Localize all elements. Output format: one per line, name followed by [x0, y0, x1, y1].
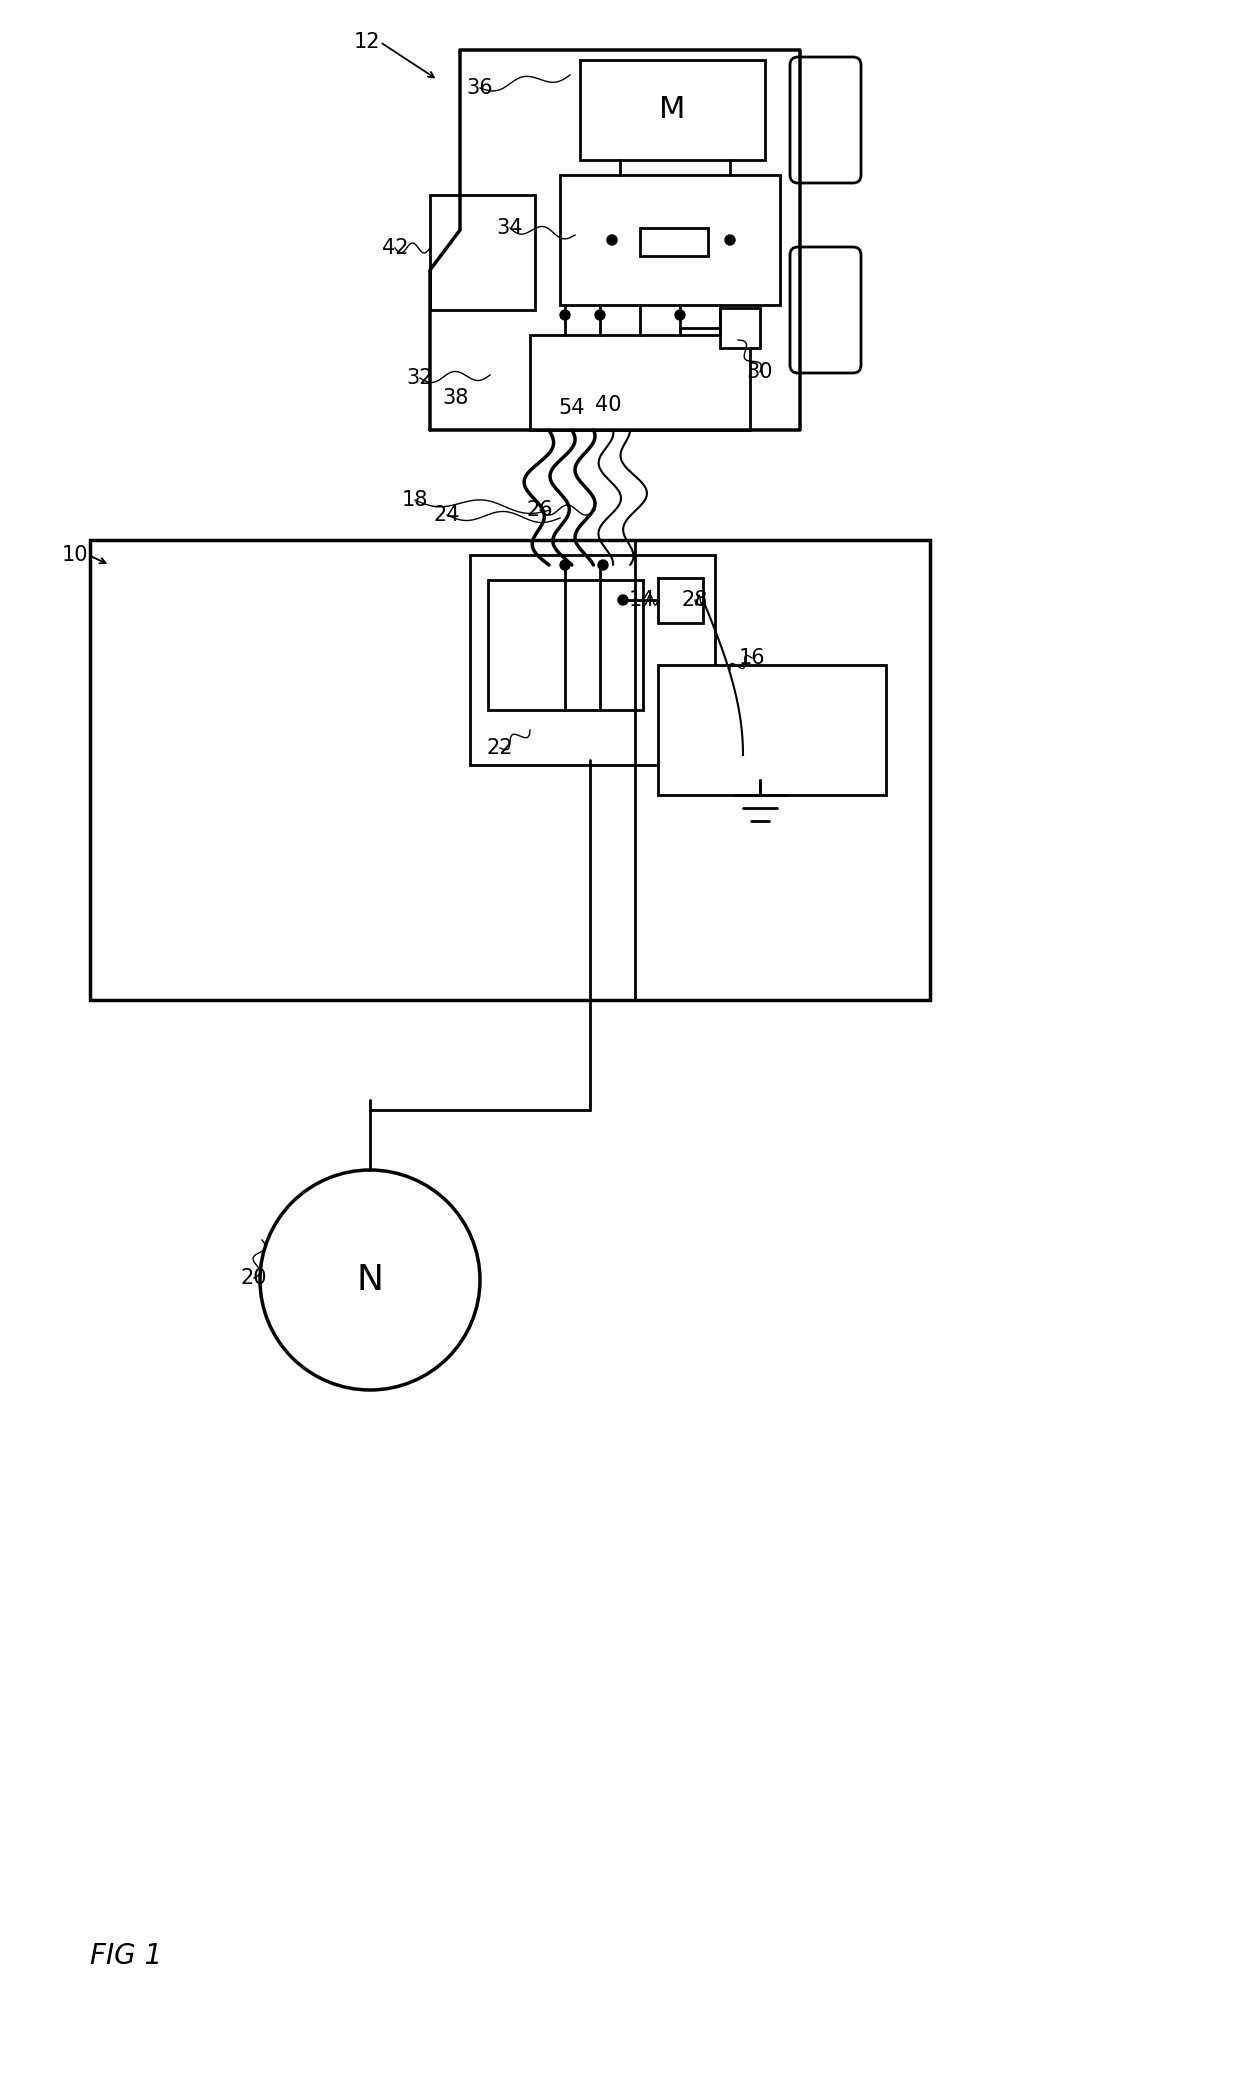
FancyBboxPatch shape [790, 247, 861, 374]
Bar [430, 195, 534, 309]
Circle shape [598, 560, 608, 571]
Bar [560, 174, 780, 305]
FancyBboxPatch shape [790, 56, 861, 183]
Text: 38: 38 [443, 388, 469, 409]
Circle shape [675, 309, 684, 320]
Text: 32: 32 [407, 367, 433, 388]
Text: 10: 10 [62, 546, 88, 564]
Bar [489, 581, 644, 710]
Text: 30: 30 [746, 361, 774, 382]
Text: 26: 26 [527, 500, 553, 521]
Circle shape [560, 309, 570, 320]
Text: N: N [357, 1264, 383, 1297]
Text: 22: 22 [487, 739, 513, 757]
Text: 24: 24 [434, 504, 460, 525]
Text: 34: 34 [497, 218, 523, 239]
Bar [91, 540, 930, 1000]
Text: 16: 16 [739, 647, 765, 668]
Circle shape [595, 309, 605, 320]
Bar [529, 334, 750, 430]
Bar [720, 307, 760, 349]
Bar [640, 228, 708, 255]
Circle shape [608, 234, 618, 245]
Text: 12: 12 [353, 31, 379, 52]
Circle shape [560, 560, 570, 571]
Bar [658, 579, 703, 622]
Text: M: M [658, 95, 686, 124]
Text: 18: 18 [402, 490, 428, 510]
Text: 20: 20 [241, 1268, 268, 1289]
Text: 54: 54 [559, 398, 585, 417]
Bar [470, 554, 715, 766]
Text: 28: 28 [682, 589, 708, 610]
Bar [580, 60, 765, 160]
Text: 14: 14 [629, 589, 655, 610]
Text: 36: 36 [466, 79, 494, 98]
Text: 40: 40 [595, 394, 621, 415]
Circle shape [725, 234, 735, 245]
Text: FIG 1: FIG 1 [91, 1942, 162, 1969]
Bar [658, 664, 887, 795]
Circle shape [618, 596, 627, 606]
Text: 42: 42 [382, 239, 408, 257]
